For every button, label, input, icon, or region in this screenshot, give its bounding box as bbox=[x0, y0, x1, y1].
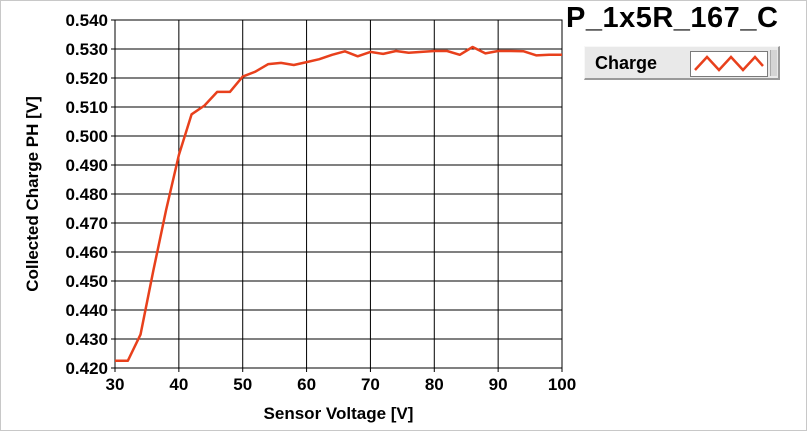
x-axis-ticks: 30 40 50 60 70 80 90 100 bbox=[106, 368, 576, 394]
y-tick-label: 0.460 bbox=[65, 243, 108, 262]
y-axis-label: Collected Charge PH [V] bbox=[23, 96, 42, 292]
y-tick-label: 0.490 bbox=[65, 156, 108, 175]
y-tick-label: 0.540 bbox=[65, 11, 108, 30]
x-tick-label: 30 bbox=[106, 375, 125, 394]
legend-scrollbar[interactable] bbox=[770, 50, 777, 76]
y-axis-ticks: 0.420 0.430 0.440 0.450 0.460 0.470 0.480 0.490… bbox=[65, 11, 115, 378]
legend-swatch-charge bbox=[690, 51, 768, 77]
chart-title: P_1x5R_167_C bbox=[566, 2, 779, 34]
x-axis-label: Sensor Voltage [V] bbox=[264, 404, 414, 423]
legend-label-charge: Charge bbox=[595, 53, 658, 73]
y-tick-label: 0.420 bbox=[65, 359, 108, 378]
series-layer bbox=[115, 45, 562, 363]
legend: Charge bbox=[584, 46, 780, 80]
grid-lines bbox=[114, 19, 563, 369]
x-tick-label: 50 bbox=[233, 375, 252, 394]
x-tick-label: 60 bbox=[297, 375, 316, 394]
x-tick-label: 80 bbox=[425, 375, 444, 394]
x-tick-label: 70 bbox=[361, 375, 380, 394]
y-tick-label: 0.450 bbox=[65, 272, 108, 291]
y-tick-label: 0.500 bbox=[65, 127, 108, 146]
y-tick-label: 0.440 bbox=[65, 301, 108, 320]
y-tick-label: 0.510 bbox=[65, 98, 108, 117]
y-tick-label: 0.480 bbox=[65, 185, 108, 204]
series-line-charge bbox=[115, 45, 562, 363]
y-tick-label: 0.470 bbox=[65, 214, 108, 233]
y-tick-label: 0.430 bbox=[65, 330, 108, 349]
y-tick-label: 0.530 bbox=[65, 40, 108, 59]
y-tick-label: 0.520 bbox=[65, 69, 108, 88]
x-tick-label: 40 bbox=[169, 375, 188, 394]
x-tick-label: 90 bbox=[489, 375, 508, 394]
x-tick-label: 100 bbox=[548, 375, 576, 394]
legend-line-icon bbox=[694, 55, 764, 72]
